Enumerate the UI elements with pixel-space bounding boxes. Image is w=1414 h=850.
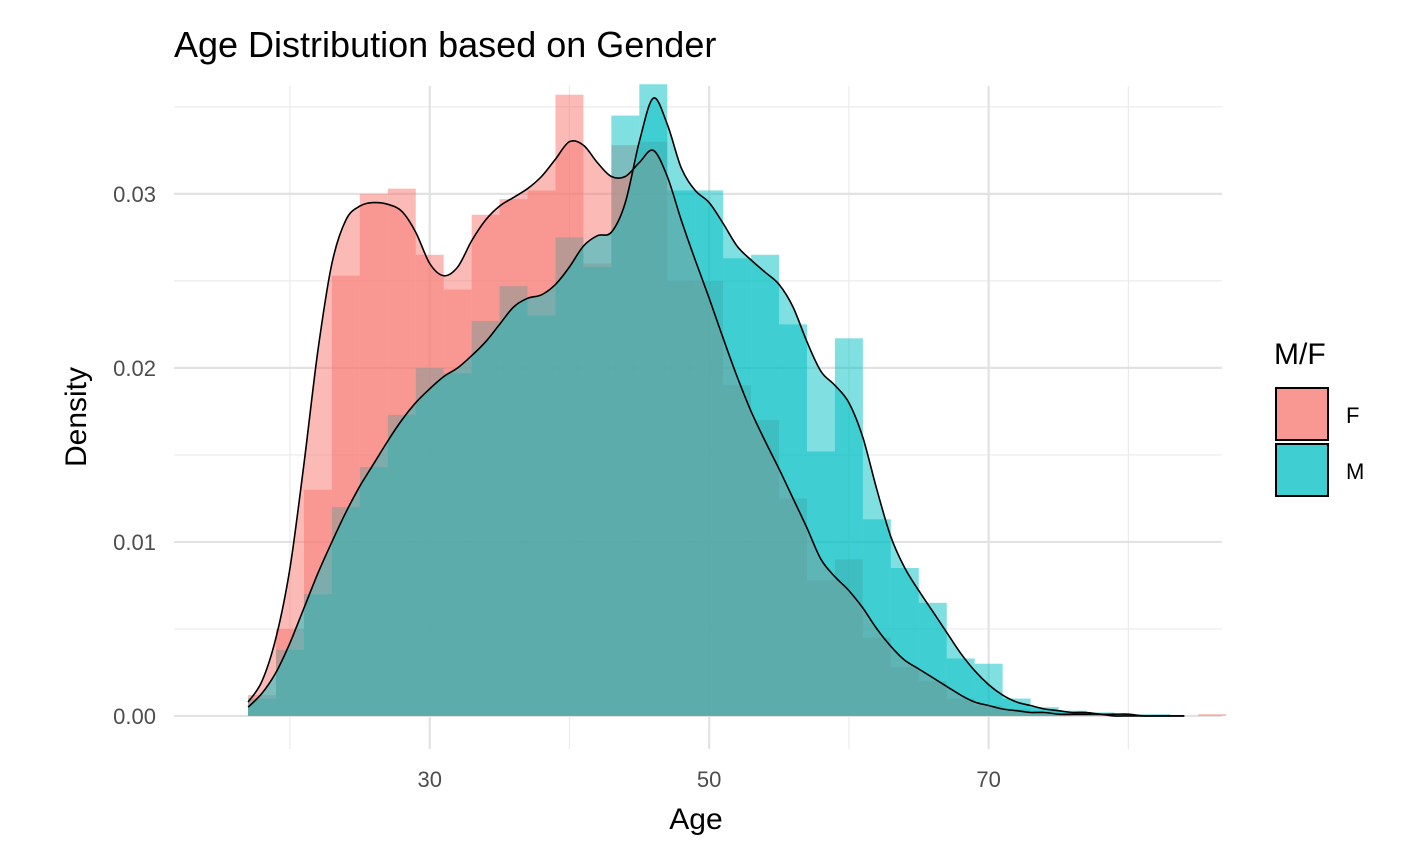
y-tick-labels: 0.00 0.01 0.02 0.03 (113, 182, 156, 729)
x-tick-label: 30 (417, 767, 441, 792)
legend-key-overlay-m (1275, 443, 1329, 497)
x-tick-label: 50 (697, 767, 721, 792)
density-line-f (247, 139, 1185, 717)
density-lines (247, 97, 1185, 717)
legend: M/F FM (1274, 338, 1364, 497)
legend-label-f: F (1346, 403, 1359, 428)
density-line-m (247, 97, 1185, 717)
histogram-bar-f (1198, 714, 1227, 716)
legend-key-overlay-f (1275, 387, 1329, 441)
y-tick-label: 0.00 (113, 704, 156, 729)
x-tick-label: 70 (976, 767, 1000, 792)
x-tick-labels: 30 50 70 (417, 767, 1000, 792)
legend-title: M/F (1274, 338, 1326, 371)
density-areas (248, 97, 1185, 717)
chart-title: Age Distribution based on Gender (174, 24, 717, 65)
legend-label-m: M (1346, 459, 1364, 484)
y-tick-label: 0.03 (113, 182, 156, 207)
y-axis-title: Density (60, 367, 93, 467)
histogram-bar-m (1142, 714, 1171, 716)
y-tick-label: 0.01 (113, 530, 156, 555)
y-tick-label: 0.02 (113, 356, 156, 381)
density-area-m (248, 97, 1185, 717)
x-axis-title: Age (669, 803, 722, 836)
legend-items: FM (1275, 387, 1364, 497)
